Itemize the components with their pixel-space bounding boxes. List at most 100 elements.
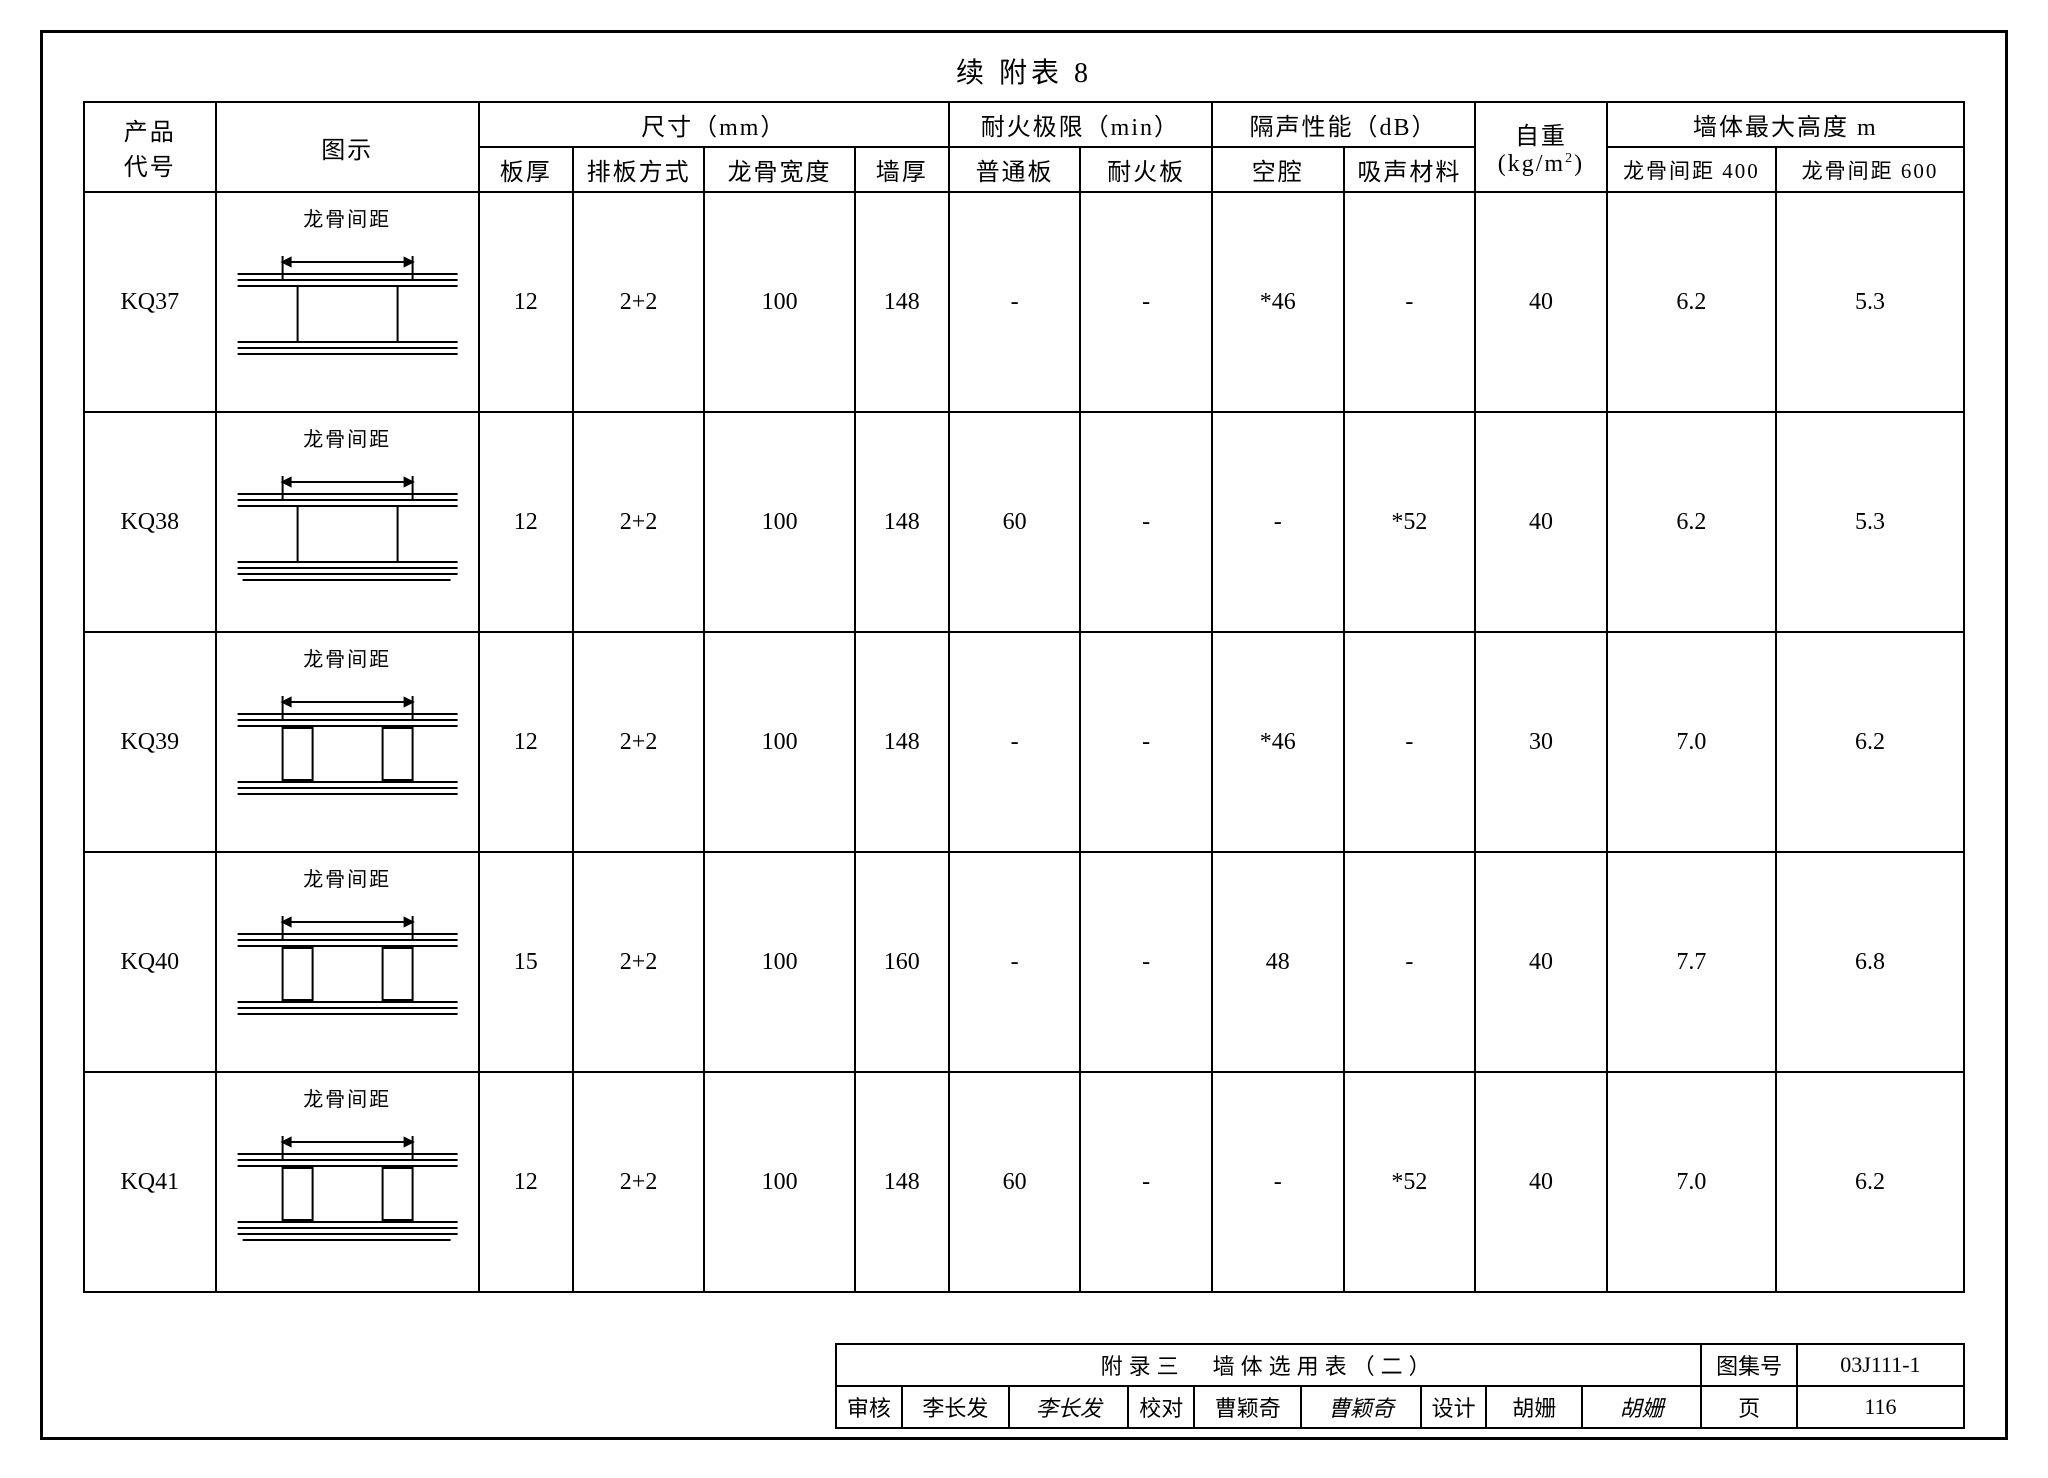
- col-h400: 龙骨间距 400: [1607, 147, 1776, 192]
- cell-code: KQ40: [84, 852, 216, 1072]
- colgroup-fire: 耐火极限（min）: [949, 102, 1212, 147]
- cell-diagram: 龙骨间距: [216, 852, 479, 1072]
- title-block-title: 附录三 墙体选用表（二）: [836, 1344, 1701, 1386]
- cell-wall-thick: 160: [855, 852, 949, 1072]
- col-board-thick: 板厚: [479, 147, 573, 192]
- cell-weight: 40: [1475, 412, 1607, 632]
- check-label: 校对: [1128, 1386, 1194, 1428]
- title-block: 附录三 墙体选用表（二） 图集号 03J111-1 审核 李长发 李长发 校对 …: [835, 1343, 1965, 1429]
- cell-fire-resistant: -: [1080, 412, 1212, 632]
- col-diagram: 图示: [216, 102, 479, 192]
- diagram-caption: 龙骨间距: [219, 203, 476, 232]
- cell-stud-width: 100: [704, 192, 854, 412]
- cell-weight: 40: [1475, 852, 1607, 1072]
- cell-code: KQ41: [84, 1072, 216, 1292]
- cell-wall-thick: 148: [855, 412, 949, 632]
- cell-code: KQ39: [84, 632, 216, 852]
- col-sound-absorb: 吸声材料: [1344, 147, 1476, 192]
- cell-fire-resistant: -: [1080, 632, 1212, 852]
- wall-spec-table: 产品 代号 图示 尺寸（mm） 耐火极限（min） 隔声性能（dB） 自重 (k…: [83, 101, 1965, 1293]
- design-signature: 胡姗: [1582, 1386, 1701, 1428]
- diagram-caption: 龙骨间距: [219, 423, 476, 452]
- table-row: KQ39 龙骨间距 12 2+2 100 148 - - *46 - 30 7.…: [84, 632, 1964, 852]
- col-h600: 龙骨间距 600: [1776, 147, 1964, 192]
- cell-sound-absorb: -: [1344, 632, 1476, 852]
- cell-sound-absorb: -: [1344, 192, 1476, 412]
- col-sound-cavity: 空腔: [1212, 147, 1344, 192]
- review-label: 审核: [836, 1386, 902, 1428]
- cell-weight: 30: [1475, 632, 1607, 852]
- cell-weight: 40: [1475, 192, 1607, 412]
- review-signature: 李长发: [1009, 1386, 1128, 1428]
- col-wall-thick: 墙厚: [855, 147, 949, 192]
- wall-section-icon: [219, 894, 476, 1054]
- col-arrangement: 排板方式: [573, 147, 705, 192]
- table-header: 产品 代号 图示 尺寸（mm） 耐火极限（min） 隔声性能（dB） 自重 (k…: [84, 102, 1964, 192]
- check-name: 曹颖奇: [1194, 1386, 1301, 1428]
- cell-wall-thick: 148: [855, 632, 949, 852]
- diagram-caption: 龙骨间距: [219, 643, 476, 672]
- cell-board-thick: 12: [479, 1072, 573, 1292]
- cell-board-thick: 12: [479, 412, 573, 632]
- cell-h400: 6.2: [1607, 192, 1776, 412]
- cell-h600: 5.3: [1776, 412, 1964, 632]
- review-name: 李长发: [902, 1386, 1009, 1428]
- table-row: KQ38 龙骨间距 12 2+2 100 148: [84, 412, 1964, 632]
- cell-wall-thick: 148: [855, 192, 949, 412]
- design-name: 胡姗: [1486, 1386, 1581, 1428]
- cell-h600: 6.2: [1776, 632, 1964, 852]
- cell-fire-resistant: -: [1080, 1072, 1212, 1292]
- cell-wall-thick: 148: [855, 1072, 949, 1292]
- colgroup-sound: 隔声性能（dB）: [1212, 102, 1475, 147]
- cell-diagram: 龙骨间距: [216, 412, 479, 632]
- wall-section-icon: [219, 234, 476, 394]
- colgroup-max-height: 墙体最大高度 m: [1607, 102, 1964, 147]
- cell-stud-width: 100: [704, 1072, 854, 1292]
- col-fire-resistant: 耐火板: [1080, 147, 1212, 192]
- set-label: 图集号: [1701, 1344, 1796, 1386]
- cell-sound-absorb: *52: [1344, 1072, 1476, 1292]
- cell-weight: 40: [1475, 1072, 1607, 1292]
- cell-board-thick: 15: [479, 852, 573, 1072]
- page-value: 116: [1797, 1386, 1964, 1428]
- cell-diagram: 龙骨间距: [216, 1072, 479, 1292]
- cell-h600: 6.2: [1776, 1072, 1964, 1292]
- check-signature: 曹颖奇: [1301, 1386, 1420, 1428]
- set-value: 03J111-1: [1797, 1344, 1964, 1386]
- cell-diagram: 龙骨间距: [216, 632, 479, 852]
- colgroup-dimensions: 尺寸（mm）: [479, 102, 949, 147]
- col-weight: 自重 (kg/m2): [1475, 102, 1607, 192]
- weight-label: 自重: [1515, 124, 1567, 150]
- cell-diagram: 龙骨间距: [216, 192, 479, 412]
- cell-fire-normal: -: [949, 632, 1081, 852]
- design-label: 设计: [1421, 1386, 1487, 1428]
- cell-sound-cavity: *46: [1212, 632, 1344, 852]
- cell-fire-normal: -: [949, 192, 1081, 412]
- cell-h600: 5.3: [1776, 192, 1964, 412]
- cell-h400: 7.0: [1607, 632, 1776, 852]
- table-row: KQ41 龙骨间距 12 2+2 100 148 60 - - *52 40 7…: [84, 1072, 1964, 1292]
- cell-board-thick: 12: [479, 632, 573, 852]
- col-product-code: 产品 代号: [84, 102, 216, 192]
- cell-code: KQ37: [84, 192, 216, 412]
- diagram-caption: 龙骨间距: [219, 1083, 476, 1112]
- table-row: KQ40 龙骨间距 15 2+2 100 160 - - 48 - 40 7.7…: [84, 852, 1964, 1072]
- cell-sound-cavity: -: [1212, 1072, 1344, 1292]
- cell-sound-absorb: *52: [1344, 412, 1476, 632]
- cell-fire-normal: 60: [949, 412, 1081, 632]
- cell-sound-cavity: 48: [1212, 852, 1344, 1072]
- cell-fire-normal: 60: [949, 1072, 1081, 1292]
- col-stud-width: 龙骨宽度: [704, 147, 854, 192]
- cell-h400: 7.0: [1607, 1072, 1776, 1292]
- col-fire-normal: 普通板: [949, 147, 1081, 192]
- wall-section-icon: [219, 454, 476, 614]
- table-body: KQ37 龙骨间距 12 2+2 100 148: [84, 192, 1964, 1292]
- cell-sound-cavity: -: [1212, 412, 1344, 632]
- cell-h600: 6.8: [1776, 852, 1964, 1072]
- cell-h400: 7.7: [1607, 852, 1776, 1072]
- cell-fire-resistant: -: [1080, 192, 1212, 412]
- wall-section-icon: [219, 674, 476, 834]
- table-row: KQ37 龙骨间距 12 2+2 100 148: [84, 192, 1964, 412]
- cell-code: KQ38: [84, 412, 216, 632]
- cell-stud-width: 100: [704, 412, 854, 632]
